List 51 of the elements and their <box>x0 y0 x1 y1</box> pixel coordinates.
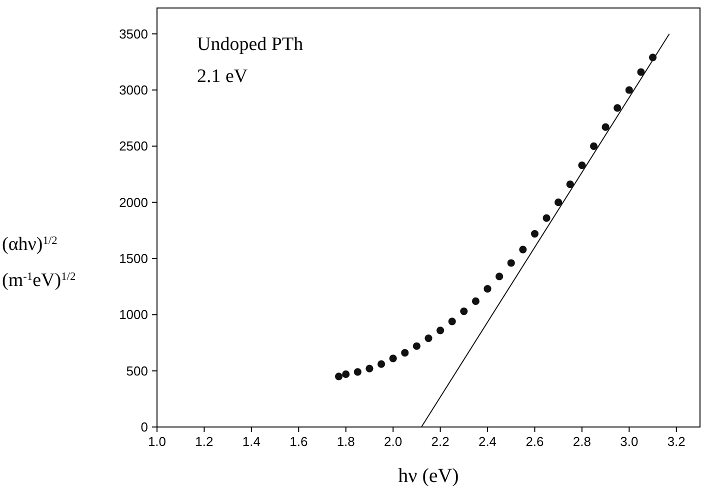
y-tick-label: 1000 <box>119 307 148 322</box>
x-tick-label: 2.2 <box>431 434 450 449</box>
x-tick-label: 2.6 <box>526 434 544 449</box>
point <box>484 285 492 293</box>
x-tick-label: 2.0 <box>384 434 402 449</box>
x-tick-label: 2.4 <box>478 434 497 449</box>
point <box>334 372 343 380</box>
point <box>530 230 539 238</box>
point <box>424 334 432 342</box>
x-tick-label: 1.4 <box>242 434 260 449</box>
point <box>542 214 550 222</box>
y-tick-label: 0 <box>140 420 148 435</box>
text: (αhν)$^{1/2}$ (m$^{-1}$eV)$^{1/2}$ <box>2 234 76 291</box>
x-tick-label: 1.2 <box>195 434 214 449</box>
x-axis-title: hν (eV) <box>398 465 459 487</box>
point <box>566 180 574 188</box>
point <box>519 246 527 254</box>
point <box>496 272 504 280</box>
point <box>578 161 586 170</box>
point <box>507 259 515 267</box>
point <box>614 104 622 112</box>
point <box>342 370 350 378</box>
point <box>472 297 480 305</box>
x-tick-label: 1.0 <box>148 434 166 449</box>
point <box>401 349 409 357</box>
y-tick-label: 500 <box>126 363 148 378</box>
y-tick-label: 3000 <box>119 82 148 98</box>
x-tick-label: 3.0 <box>620 434 638 449</box>
point <box>354 368 362 376</box>
point <box>554 198 562 206</box>
y-tick-label: 2000 <box>119 194 148 210</box>
x-tick-label: 1.6 <box>290 434 308 449</box>
x-tick-label: 2.8 <box>572 434 591 449</box>
point <box>590 142 598 150</box>
point <box>625 86 633 94</box>
point <box>448 318 456 326</box>
point <box>602 123 610 131</box>
point <box>412 342 420 350</box>
y-tick-label: 1500 <box>119 251 148 266</box>
annotation: 2.1 eV <box>197 66 248 87</box>
point <box>366 364 374 372</box>
point <box>377 360 386 368</box>
y-tick-label: 3500 <box>119 26 148 42</box>
point <box>436 326 444 334</box>
y-tick-label: 2500 <box>119 138 148 154</box>
x-tick-label: 1.8 <box>336 434 355 449</box>
point <box>389 354 397 362</box>
point <box>637 68 645 76</box>
annotation: Undoped PTh <box>197 34 304 55</box>
x-tick-label: 3.2 <box>667 434 686 449</box>
point <box>460 308 468 316</box>
